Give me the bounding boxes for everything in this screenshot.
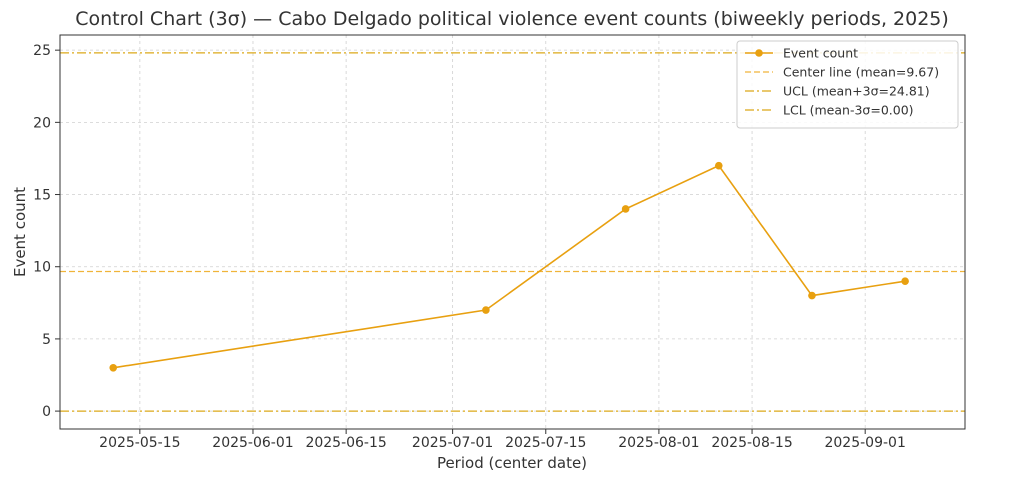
data-point (109, 363, 118, 372)
y-tick-label: 5 (42, 332, 51, 348)
x-tick-label: 2025-05-15 (99, 435, 180, 451)
plot-frame (59, 34, 966, 430)
legend-label: LCL (mean-3σ=0.00) (783, 103, 914, 118)
y-tick-label: 15 (33, 188, 51, 204)
grid (60, 35, 965, 429)
data-point (621, 205, 630, 213)
legend-label: UCL (mean+3σ=24.81) (783, 84, 930, 99)
y-tick-label: 10 (33, 260, 51, 276)
y-axis: 0 5 10 15 20 25 (33, 43, 60, 420)
series (109, 161, 909, 372)
y-tick-label: 25 (33, 43, 51, 59)
series-line (113, 164, 906, 369)
data-point (808, 291, 816, 300)
x-tick-label: 2025-07-15 (505, 435, 586, 451)
x-tick-label: 2025-07-01 (412, 435, 493, 451)
x-tick-label: 2025-06-01 (212, 435, 293, 451)
x-axis: 2025-05-15 2025-06-01 2025-06-15 2025-07-01… (99, 429, 906, 451)
y-tick-label: 20 (33, 115, 51, 131)
legend-label: Center line (mean=9.67) (783, 65, 939, 80)
data-point (714, 161, 723, 170)
chart-title: Control Chart (3σ) — Cabo Delgado politi… (75, 8, 949, 30)
legend: Event count Center line (mean=9.67) UCL (m… (736, 40, 959, 129)
data-point (482, 306, 490, 314)
y-tick-label: 0 (42, 404, 51, 420)
x-tick-label: 2025-09-01 (824, 435, 905, 451)
x-axis-label: Period (center date) (437, 454, 587, 472)
x-tick-label: 2025-06-15 (305, 435, 386, 451)
legend-label: Event count (783, 46, 858, 61)
x-tick-label: 2025-08-15 (711, 435, 792, 451)
legend-box (736, 40, 959, 129)
x-tick-label: 2025-08-01 (618, 435, 699, 451)
y-axis-label: Event count (11, 187, 29, 277)
legend-swatch-marker (755, 49, 763, 57)
data-point (901, 277, 909, 285)
